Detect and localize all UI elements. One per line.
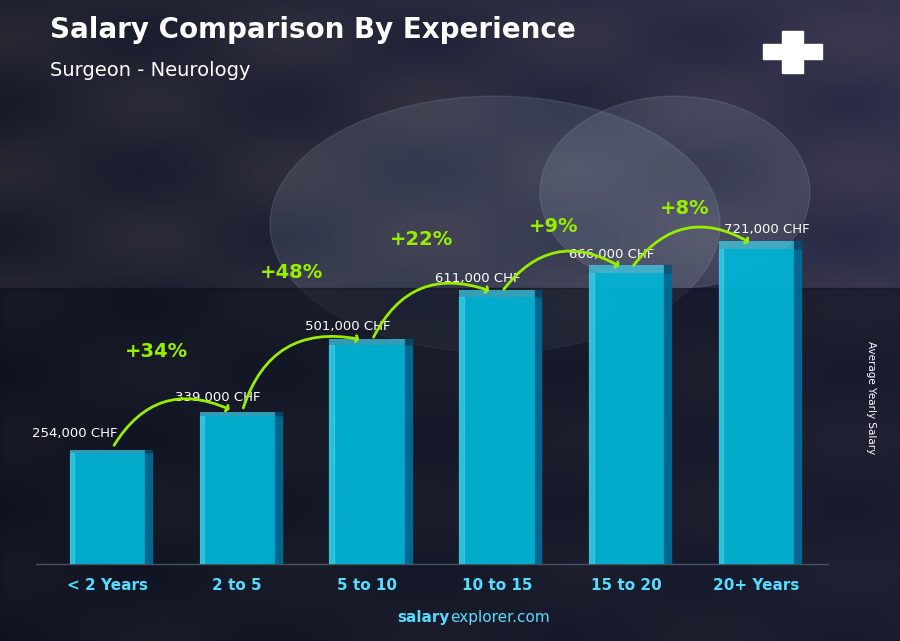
Bar: [405, 345, 411, 564]
Bar: [200, 412, 274, 416]
Bar: [329, 340, 405, 345]
Bar: [763, 44, 822, 60]
Bar: [719, 249, 724, 564]
Bar: [782, 31, 803, 73]
Text: +48%: +48%: [260, 263, 323, 281]
Text: Salary Comparison By Experience: Salary Comparison By Experience: [50, 16, 575, 44]
Text: 611,000 CHF: 611,000 CHF: [435, 272, 520, 285]
Text: Average Yearly Salary: Average Yearly Salary: [866, 341, 877, 454]
Text: +22%: +22%: [390, 229, 454, 249]
Bar: [200, 416, 204, 564]
Bar: [459, 290, 535, 297]
Bar: [590, 273, 594, 564]
Text: Surgeon - Neurology: Surgeon - Neurology: [50, 61, 250, 80]
Text: 339,000 CHF: 339,000 CHF: [175, 390, 260, 404]
Bar: [794, 241, 801, 249]
Bar: [329, 345, 334, 564]
Bar: [0, 288, 900, 641]
Bar: [329, 345, 405, 564]
Bar: [145, 453, 152, 564]
Text: 666,000 CHF: 666,000 CHF: [569, 247, 653, 260]
Bar: [590, 273, 664, 564]
Bar: [274, 412, 282, 416]
Bar: [535, 290, 541, 297]
Ellipse shape: [270, 96, 720, 353]
Bar: [70, 453, 145, 564]
Text: 721,000 CHF: 721,000 CHF: [724, 224, 810, 237]
Bar: [459, 297, 464, 564]
Text: explorer.com: explorer.com: [450, 610, 550, 625]
Ellipse shape: [540, 96, 810, 288]
Bar: [274, 416, 282, 564]
Bar: [200, 416, 274, 564]
Bar: [70, 453, 75, 564]
Bar: [459, 297, 535, 564]
Bar: [590, 265, 664, 273]
Text: 501,000 CHF: 501,000 CHF: [305, 320, 391, 333]
Text: salary: salary: [398, 610, 450, 625]
Text: +9%: +9%: [529, 217, 579, 236]
Bar: [70, 450, 145, 453]
Bar: [145, 450, 152, 453]
Bar: [535, 297, 541, 564]
Bar: [664, 265, 671, 273]
Bar: [719, 249, 794, 564]
Bar: [405, 340, 411, 345]
Bar: [719, 241, 794, 249]
Text: 254,000 CHF: 254,000 CHF: [32, 427, 118, 440]
Bar: [794, 249, 801, 564]
Text: +8%: +8%: [661, 199, 710, 218]
Bar: [664, 273, 671, 564]
Text: +34%: +34%: [125, 342, 188, 361]
